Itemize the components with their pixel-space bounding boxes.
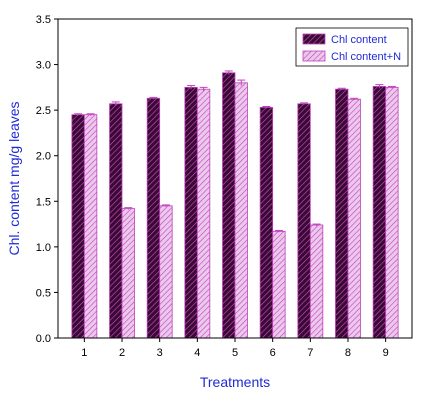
y-tick-label: 3.5: [36, 14, 51, 26]
bar-series1-cat2: [109, 103, 123, 339]
bar-series2-cat5: [234, 82, 248, 339]
bar-series2-cat3: [159, 205, 173, 339]
bar-series2-cat6: [272, 230, 286, 339]
x-tick-label: 4: [194, 347, 200, 359]
x-tick-label: 7: [307, 347, 313, 359]
legend-swatch-chl-content: [302, 33, 326, 45]
bar-series1-cat9: [372, 86, 387, 339]
bar-series2-cat7: [309, 224, 324, 339]
legend-label-chl-content: Chl content: [331, 34, 387, 46]
legend-swatch-chl-content-n: [302, 50, 326, 62]
y-tick-label: 3.0: [36, 60, 51, 72]
y-axis-title: Chl. content mg/g leaves: [6, 101, 22, 255]
bar-series2-cat2: [121, 208, 135, 339]
x-axis-title: Treatments: [200, 374, 270, 390]
y-axis-ticks: 0.0 0.5 1.0 1.5 2.0 2.5 3.0 3.5: [36, 14, 58, 345]
legend: Chl content Chl content+N: [295, 27, 409, 67]
y-tick-label: 0.5: [36, 287, 51, 299]
bar-series2-cat1: [83, 114, 98, 339]
bar-series1-cat7: [297, 103, 311, 339]
bar-series1-cat4: [184, 86, 198, 339]
legend-label-chl-content-n: Chl content+N: [331, 51, 401, 63]
x-tick-label: 8: [345, 347, 351, 359]
x-tick-label: 5: [232, 347, 238, 359]
y-tick-label: 0.0: [36, 333, 51, 345]
y-tick-label: 1.5: [36, 196, 51, 208]
x-tick-label: 9: [383, 347, 389, 359]
x-tick-label: 3: [157, 347, 163, 359]
x-tick-label: 1: [81, 347, 87, 359]
x-tick-label: 2: [119, 347, 125, 359]
x-axis-ticks: 1 2 3 4 5 6 7 8 9: [81, 338, 389, 359]
y-tick-label: 1.0: [36, 242, 51, 254]
bar-series2-cat9: [385, 86, 399, 339]
y-tick-label: 2.5: [36, 105, 51, 117]
bar-series2-cat8: [347, 98, 361, 339]
bar-series1-cat6: [259, 107, 274, 339]
bar-series1-cat8: [335, 88, 349, 339]
bars-layer: [71, 72, 399, 339]
bar-series1-cat1: [71, 114, 85, 339]
x-tick-label: 6: [270, 347, 276, 359]
bar-series2-cat4: [196, 88, 211, 339]
error-bars-layer: [74, 70, 396, 233]
bar-series1-cat5: [222, 72, 236, 339]
y-tick-label: 2.0: [36, 151, 51, 163]
bar-series1-cat3: [146, 97, 161, 339]
